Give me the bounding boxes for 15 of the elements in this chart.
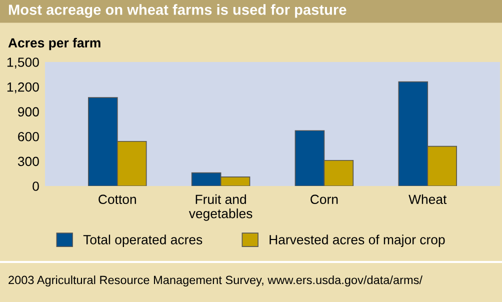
chart-title: Most acreage on wheat farms is used for pasture	[8, 4, 346, 18]
y-tick-label: 600	[18, 132, 39, 142]
y-tick-label: 1,200	[7, 82, 39, 94]
y-tick-label: 1,500	[7, 58, 39, 68]
x-tick-label: Wheat	[408, 194, 447, 204]
legend-label: Total operated acres	[83, 234, 202, 247]
x-tick-label: Fruit and vegetables	[188, 194, 252, 221]
text: 2003 Agricultural Resource Management Survey, www.ers.usda.gov/data/arms/	[8, 275, 422, 287]
y-tick-label: 900	[18, 107, 39, 117]
x-tick-label: Corn	[310, 194, 338, 204]
y-tick-label: 300	[18, 156, 39, 166]
y-tick-label: 0	[32, 182, 39, 191]
legend-label: Harvested acres of major crop	[270, 234, 445, 247]
x-tick-label: Cotton	[98, 194, 136, 204]
y-axis-title: Acres per farm	[8, 38, 100, 50]
